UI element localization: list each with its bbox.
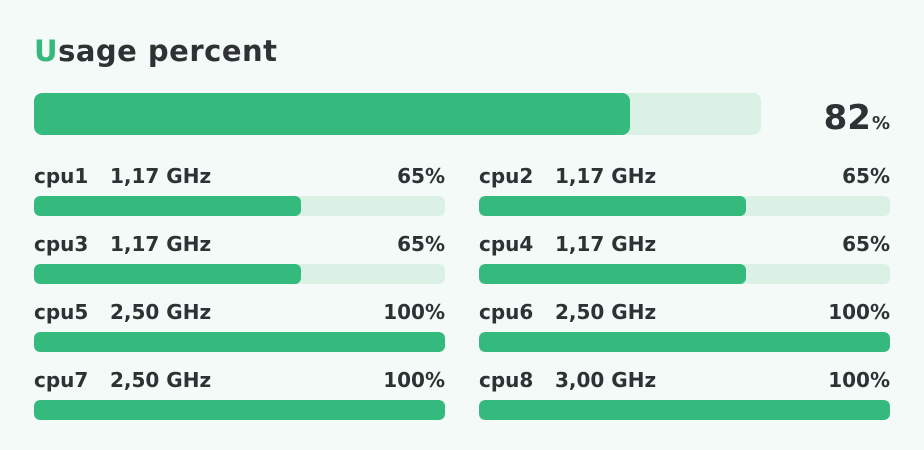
cpu-percent: 100% bbox=[383, 300, 445, 324]
cpu-usage-bar-fill bbox=[479, 264, 747, 284]
cpu-percent: 65% bbox=[397, 232, 445, 256]
cpu-percent: 65% bbox=[842, 232, 890, 256]
cpu-percent: 100% bbox=[828, 300, 890, 324]
total-usage-number: 82 bbox=[823, 98, 871, 138]
cpu-usage-bar bbox=[479, 332, 890, 352]
cpu-usage-bar bbox=[34, 264, 445, 284]
total-usage-bar bbox=[34, 93, 761, 135]
cpu-usage-bar bbox=[34, 332, 445, 352]
cpu-frequency: 3,00 GHz bbox=[555, 368, 657, 392]
cpu-item: cpu5 2,50 GHz 100% bbox=[34, 299, 445, 352]
cpu-frequency: 1,17 GHz bbox=[110, 164, 212, 188]
cpu-usage-bar bbox=[479, 196, 890, 216]
cpu-usage-bar-fill bbox=[34, 400, 445, 420]
title-accent-letter: U bbox=[34, 34, 59, 68]
title-text: sage percent bbox=[58, 34, 278, 68]
cpu-item: cpu4 1,17 GHz 65% bbox=[479, 231, 890, 284]
cpu-item: cpu6 2,50 GHz 100% bbox=[479, 299, 890, 352]
cpu-item: cpu3 1,17 GHz 65% bbox=[34, 231, 445, 284]
cpu-usage-bar-fill bbox=[479, 400, 890, 420]
cpu-percent: 65% bbox=[842, 164, 890, 188]
cpu-frequency: 2,50 GHz bbox=[555, 300, 657, 324]
page-title: Usage percent bbox=[34, 34, 278, 68]
cpu-usage-bar-fill bbox=[34, 332, 445, 352]
cpu-usage-bar bbox=[34, 400, 445, 420]
cpu-item: cpu7 2,50 GHz 100% bbox=[34, 367, 445, 420]
cpu-percent: 65% bbox=[397, 164, 445, 188]
cpu-frequency: 1,17 GHz bbox=[555, 232, 657, 256]
cpu-frequency: 1,17 GHz bbox=[555, 164, 657, 188]
total-usage-bar-fill bbox=[34, 93, 631, 135]
cpu-name: cpu3 bbox=[34, 232, 89, 256]
cpu-usage-bar bbox=[479, 264, 890, 284]
cpu-name: cpu1 bbox=[34, 164, 89, 188]
total-usage-unit: % bbox=[871, 113, 890, 134]
cpu-frequency: 2,50 GHz bbox=[110, 368, 212, 392]
cpu-usage-bar-fill bbox=[34, 264, 302, 284]
cpu-name: cpu2 bbox=[479, 164, 534, 188]
cpu-percent: 100% bbox=[383, 368, 445, 392]
cpu-frequency: 2,50 GHz bbox=[110, 300, 212, 324]
cpu-name: cpu4 bbox=[479, 232, 534, 256]
cpu-name: cpu8 bbox=[479, 368, 534, 392]
cpu-list: cpu1 1,17 GHz 65% cpu2 1,17 GHz 65% cpu3… bbox=[34, 163, 890, 420]
cpu-item: cpu8 3,00 GHz 100% bbox=[479, 367, 890, 420]
cpu-item: cpu1 1,17 GHz 65% bbox=[34, 163, 445, 216]
cpu-usage-bar-fill bbox=[34, 196, 302, 216]
cpu-usage-bar bbox=[479, 400, 890, 420]
cpu-name: cpu5 bbox=[34, 300, 89, 324]
cpu-percent: 100% bbox=[828, 368, 890, 392]
total-usage-value: 82% bbox=[824, 98, 890, 138]
cpu-usage-bar bbox=[34, 196, 445, 216]
cpu-name: cpu7 bbox=[34, 368, 89, 392]
cpu-item: cpu2 1,17 GHz 65% bbox=[479, 163, 890, 216]
cpu-frequency: 1,17 GHz bbox=[110, 232, 212, 256]
cpu-usage-bar-fill bbox=[479, 196, 747, 216]
cpu-usage-bar-fill bbox=[479, 332, 890, 352]
cpu-name: cpu6 bbox=[479, 300, 534, 324]
